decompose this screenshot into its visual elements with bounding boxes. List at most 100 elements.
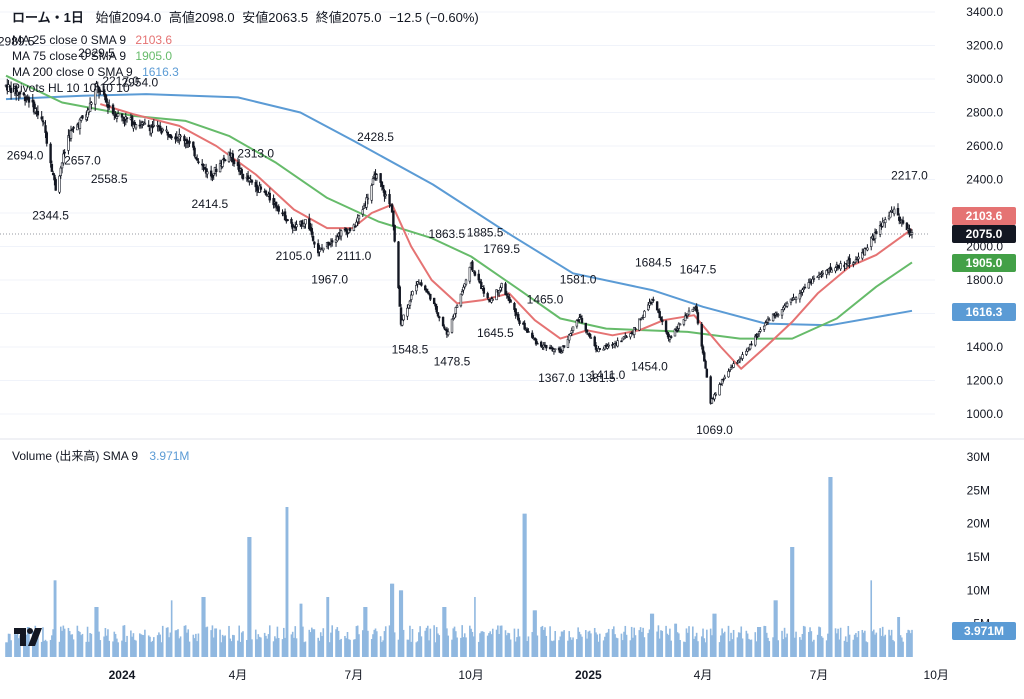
volume-bar — [481, 631, 484, 657]
candle-body — [908, 228, 911, 234]
volume-bar — [187, 629, 190, 657]
candle-body — [659, 316, 663, 321]
volume-bar — [229, 638, 232, 657]
volume-bar — [90, 633, 93, 657]
volume-bar — [470, 628, 472, 657]
symbol-title[interactable]: ローム・1日 — [12, 10, 84, 25]
candle-body — [768, 319, 771, 321]
candle-body — [78, 119, 82, 129]
candle-body — [890, 209, 893, 212]
volume-bar — [230, 641, 233, 657]
volume-bar — [838, 639, 841, 657]
volume-bar — [346, 632, 349, 657]
candle-body — [704, 360, 707, 369]
volume-bar — [223, 636, 225, 657]
volume-bar — [802, 625, 805, 657]
candle-body — [896, 208, 900, 216]
price-tick-label: 3400.0 — [966, 5, 1003, 19]
candle-body — [353, 226, 357, 228]
volume-bar — [282, 627, 285, 657]
volume-bar — [526, 641, 528, 657]
volume-bar — [40, 641, 43, 657]
candle-body — [593, 336, 596, 347]
volume-bar — [215, 628, 218, 657]
tradingview-logo-icon[interactable] — [14, 626, 44, 653]
legend-volume[interactable]: Volume (出来高) SMA 9 3.971M — [12, 448, 189, 464]
candle-body — [748, 343, 752, 350]
candle-body — [120, 113, 124, 118]
volume-bar — [202, 597, 205, 657]
volume-bar — [267, 634, 270, 657]
ma75-line — [5, 74, 913, 340]
volume-bar — [861, 629, 864, 657]
volume-bar — [77, 630, 80, 657]
volume-bar — [174, 630, 177, 657]
volume-bar — [197, 633, 200, 657]
legend-ma25[interactable]: MA 25 close 0 SMA 9 2103.6 — [12, 32, 172, 48]
candle-body — [884, 219, 887, 223]
candle-body — [51, 172, 55, 176]
pivot-label: 1581.0 — [560, 272, 597, 286]
volume-bar — [117, 642, 119, 657]
candle-body — [571, 326, 575, 331]
volume-bar — [247, 537, 249, 657]
candle-body — [777, 314, 780, 316]
candle-body — [93, 88, 97, 105]
volume-bar — [897, 617, 899, 657]
candle-body — [195, 158, 199, 161]
candle-body — [459, 293, 463, 307]
change-value: −12.5 (−0.60%) — [389, 10, 479, 25]
volume-bar — [210, 630, 212, 657]
volume-bar — [86, 626, 89, 657]
volume-bar — [652, 613, 655, 657]
candle-body — [568, 334, 571, 341]
volume-bar — [834, 628, 837, 657]
volume-bar — [322, 628, 325, 657]
volume-bar — [844, 636, 847, 657]
volume-bar — [816, 634, 819, 657]
candle-body — [250, 180, 254, 183]
legend-ma75[interactable]: MA 75 close 0 SMA 9 1905.0 — [12, 48, 172, 64]
volume-bar — [615, 637, 618, 657]
candle-body — [388, 194, 391, 205]
volume-bar — [49, 639, 52, 657]
volume-bar — [416, 641, 419, 657]
volume-bar — [251, 639, 253, 657]
candle-body — [811, 278, 814, 284]
volume-bar — [713, 613, 716, 657]
pivot-label: 1478.5 — [434, 354, 471, 368]
volume-bar — [783, 627, 786, 657]
volume-bar — [522, 513, 525, 657]
volume-bar — [714, 613, 717, 657]
volume-bar — [872, 629, 875, 657]
volume-bar — [425, 627, 428, 657]
volume-bar — [452, 628, 455, 657]
candle-body — [197, 161, 200, 164]
legend-pivots[interactable]: Pivots HL 10 10 10 10 — [12, 80, 130, 96]
pivot-label: 2657.0 — [64, 153, 101, 167]
volume-bar — [238, 625, 240, 657]
volume-bar — [613, 626, 615, 657]
candle-body — [545, 344, 548, 349]
volume-bar — [328, 642, 331, 657]
volume-bar — [880, 635, 883, 657]
volume-bar — [336, 627, 339, 657]
candle-body — [676, 329, 679, 331]
volume-badge: 3.971M — [952, 622, 1016, 640]
volume-bar — [407, 639, 410, 657]
volume-bar — [685, 628, 688, 657]
candle-body — [371, 178, 375, 185]
volume-bar — [95, 607, 98, 657]
legend-ma200[interactable]: MA 200 close 0 SMA 9 1616.3 — [12, 64, 179, 80]
volume-bar — [160, 642, 163, 657]
volume-bar — [898, 617, 901, 657]
candle-body — [192, 141, 195, 148]
candle-body — [616, 340, 619, 347]
volume-bar — [736, 637, 739, 657]
candle-body — [482, 287, 486, 294]
candle-body — [40, 116, 43, 120]
pivot-label: 2989.5 — [0, 35, 35, 49]
candle-body — [411, 291, 414, 296]
candle-body — [357, 215, 361, 220]
